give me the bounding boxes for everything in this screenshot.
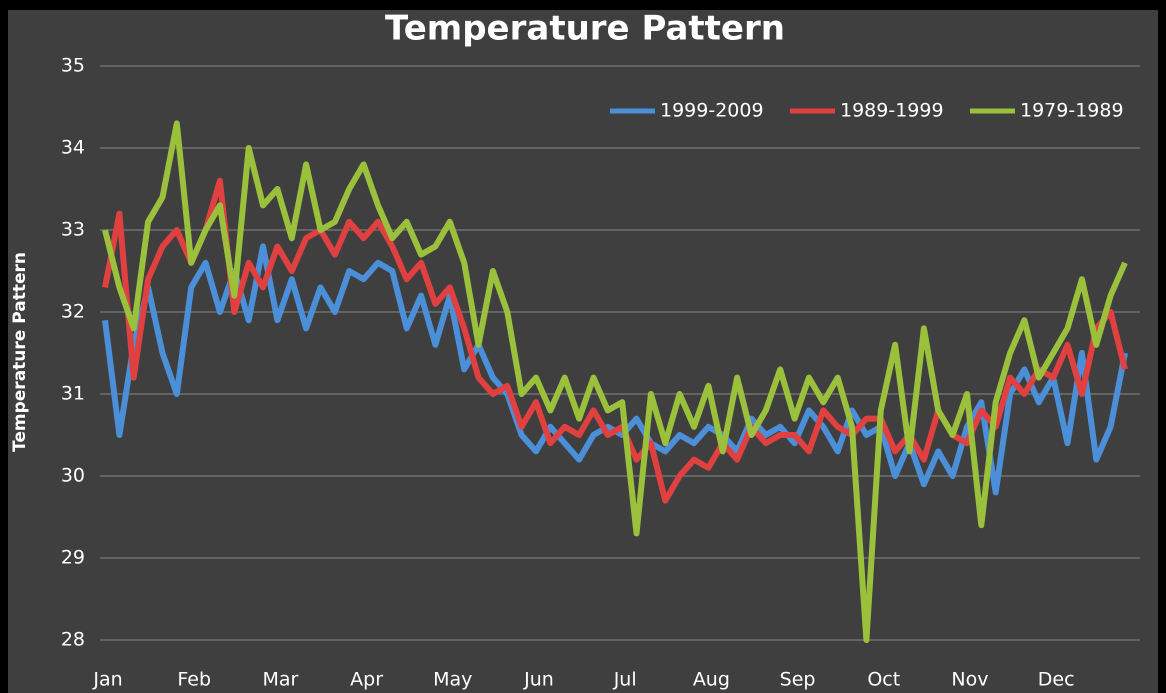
y-tick-label: 30: [61, 465, 85, 487]
chart-title: Temperature Pattern: [385, 9, 785, 49]
series-line: [102, 120, 1128, 643]
x-tick-label: Dec: [1038, 669, 1075, 691]
y-tick-label: 28: [61, 629, 85, 651]
x-tick-label: Sep: [780, 669, 816, 691]
y-tick-label: 32: [61, 301, 85, 323]
y-tick-label: 31: [61, 383, 85, 405]
legend-label: 1979-1989: [1020, 100, 1124, 122]
legend-label: 1999-2009: [660, 100, 764, 122]
x-tick-label: Jul: [613, 669, 637, 691]
x-tick-label: Aug: [693, 669, 730, 691]
y-tick-label: 33: [61, 219, 85, 241]
y-tick-label: 34: [61, 137, 85, 159]
y-tick-label: 35: [61, 55, 85, 77]
x-tick-label: Mar: [262, 669, 298, 691]
x-tick-label: Feb: [177, 669, 211, 691]
y-axis-title: Temperature Pattern: [10, 252, 30, 452]
x-tick-label: May: [433, 669, 472, 691]
x-tick-label: Apr: [350, 669, 383, 691]
chart-background: [8, 10, 1158, 693]
y-tick-label: 29: [61, 547, 85, 569]
x-tick-label: Jun: [523, 669, 554, 691]
legend-label: 1989-1999: [840, 100, 944, 122]
x-tick-label: Oct: [867, 669, 900, 691]
x-tick-label: Nov: [951, 669, 988, 691]
x-tick-label: Jan: [92, 669, 122, 691]
